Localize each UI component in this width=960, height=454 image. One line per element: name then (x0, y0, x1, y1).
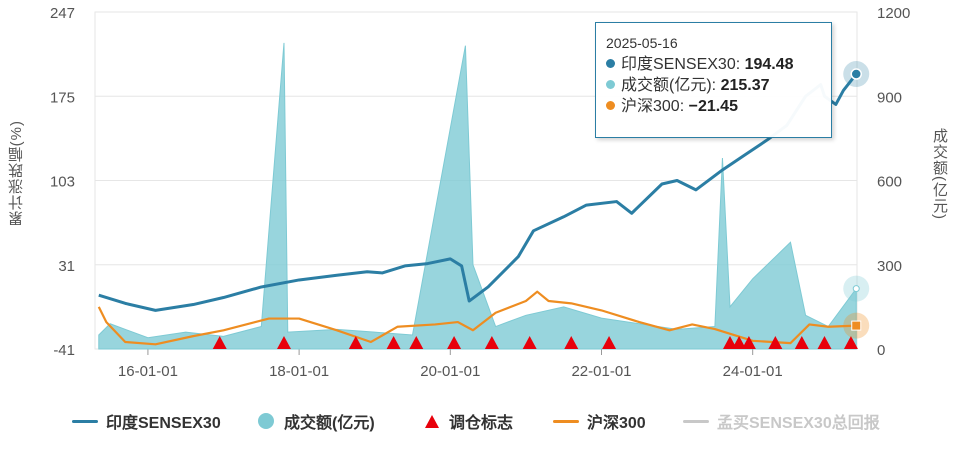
x-tick-label: 20-01-01 (420, 363, 480, 380)
legend-item-hs300[interactable]: 沪深300 (553, 404, 646, 438)
rebalance-marker (386, 336, 401, 349)
legend-label: 成交额(亿元) (284, 415, 375, 432)
legend-circle-icon (258, 413, 274, 429)
rebalance-marker (212, 336, 227, 349)
tooltip-row-hs300: 沪深300: −21.45 (606, 96, 831, 117)
legend-line-icon (72, 419, 98, 423)
rebalance-marker (843, 336, 858, 349)
tooltip-volume-dot-icon (606, 80, 615, 89)
legend-line-icon (553, 419, 579, 423)
legend-item-markers[interactable]: 调仓标志 (425, 404, 513, 438)
rebalance-marker (564, 336, 579, 349)
right-tick-label: 900 (877, 89, 902, 106)
tooltip-hs300-label: 沪深300: (621, 98, 689, 115)
legend-triangle-icon (425, 414, 439, 428)
x-tick-label: 18-01-01 (269, 363, 329, 380)
legend-item-total-return[interactable]: 孟买SENSEX30总回报 (683, 404, 880, 438)
rebalance-marker (348, 336, 363, 349)
legend-item-sensex[interactable]: 印度SENSEX30 (72, 404, 221, 438)
volume-hover-dot (852, 285, 860, 293)
rebalance-marker (817, 336, 832, 349)
right-tick-label: 0 (877, 342, 885, 359)
rebalance-marker (768, 336, 783, 349)
legend-label: 调仓标志 (449, 415, 514, 432)
x-tick-label: 24-01-01 (723, 363, 783, 380)
legend-item-volume[interactable]: 成交额(亿元) (258, 404, 375, 438)
rebalance-marker (484, 336, 499, 349)
left-tick-label: 103 (50, 174, 75, 191)
x-tick-label: 22-01-01 (571, 363, 631, 380)
legend-label: 沪深300 (587, 415, 646, 432)
hs300-line (97, 290, 857, 346)
right-tick-label: 300 (877, 258, 902, 275)
tooltip-volume-value: 215.37 (720, 77, 770, 94)
right-tick-label: 1200 (877, 5, 910, 22)
rebalance-marker (522, 336, 537, 349)
tooltip-hs300-dot-icon (606, 101, 615, 110)
left-axis-label: 累计涨跌幅(%) (8, 120, 25, 227)
rebalance-marker (602, 336, 617, 349)
tooltip-sensex-dot-icon (606, 59, 615, 68)
right-tick-label: 600 (877, 174, 902, 191)
x-tick-label: 16-01-01 (118, 363, 178, 380)
left-tick-label: 31 (58, 258, 75, 275)
hs300-hover-dot (851, 320, 862, 331)
chart-tooltip: 2025-05-16 印度SENSEX30: 194.48 成交额(亿元): 2… (595, 22, 832, 138)
right-axis-label: 成交额(亿元) (931, 128, 948, 220)
sensex-hover-dot (850, 68, 862, 80)
volume-area (98, 42, 857, 350)
left-tick-label: 175 (50, 89, 75, 106)
legend-label: 孟买SENSEX30总回报 (717, 415, 880, 432)
tooltip-sensex-label: 印度SENSEX30: (621, 56, 745, 73)
rebalance-marker (741, 336, 756, 349)
left-tick-label: 247 (50, 5, 75, 22)
rebalance-marker (732, 336, 747, 349)
tooltip-row-sensex: 印度SENSEX30: 194.48 (606, 54, 831, 75)
tooltip-hs300-value: −21.45 (688, 98, 738, 115)
left-tick-label: -41 (53, 342, 75, 359)
legend-label: 印度SENSEX30 (106, 415, 221, 432)
rebalance-marker (723, 336, 737, 349)
tooltip-row-volume: 成交额(亿元): 215.37 (606, 75, 831, 96)
legend-line-icon (683, 419, 709, 423)
tooltip-volume-label: 成交额(亿元): (621, 77, 721, 94)
legend: 印度SENSEX30 成交额(亿元) 调仓标志 沪深300 孟买SENSEX30… (0, 404, 960, 438)
tooltip-sensex-value: 194.48 (744, 56, 794, 73)
rebalance-marker (409, 336, 424, 349)
rebalance-marker (794, 336, 809, 349)
rebalance-marker (447, 336, 462, 349)
rebalance-marker (276, 336, 291, 349)
tooltip-date: 2025-05-16 (606, 35, 678, 51)
